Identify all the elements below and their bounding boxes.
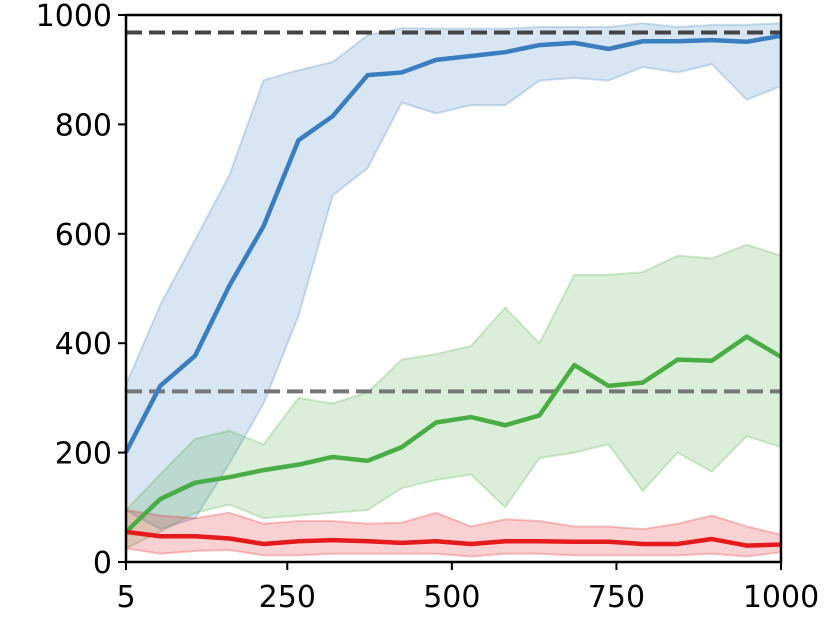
mean-line — [125, 529, 782, 548]
y-tick-label: 0 — [93, 546, 112, 581]
y-tick-label: 800 — [55, 108, 112, 143]
y-tick-label: 1000 — [36, 0, 112, 34]
y-tick-label: 200 — [55, 437, 112, 472]
x-tick-label: 1000 — [743, 580, 819, 615]
x-tick-label: 250 — [259, 580, 316, 615]
mean-line — [124, 33, 782, 454]
x-tick-label: 750 — [588, 580, 645, 615]
band — [125, 508, 782, 558]
y-tick-label: 600 — [55, 218, 112, 253]
mean-line — [124, 334, 783, 534]
x-tick-label: 500 — [423, 580, 480, 615]
x-tick-label: 5 — [116, 580, 135, 615]
y-tick-label: 400 — [55, 327, 112, 362]
plot-frame — [124, 13, 783, 564]
